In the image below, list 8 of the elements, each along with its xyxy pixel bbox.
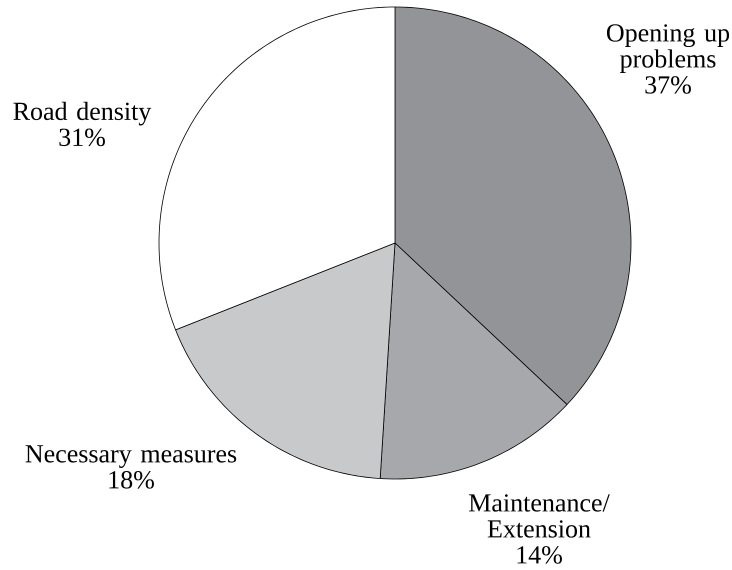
slice-label: Necessary measures [26,445,236,468]
data-label: 37% [645,76,691,94]
slice-label: Opening up problems [606,24,730,73]
slice-label: Maintenance/ Extension [469,494,610,538]
data-label: 14% [517,546,562,564]
slice-label: Road density [13,102,152,126]
data-label: 18% [109,471,154,489]
data-label: 31% [59,128,105,146]
